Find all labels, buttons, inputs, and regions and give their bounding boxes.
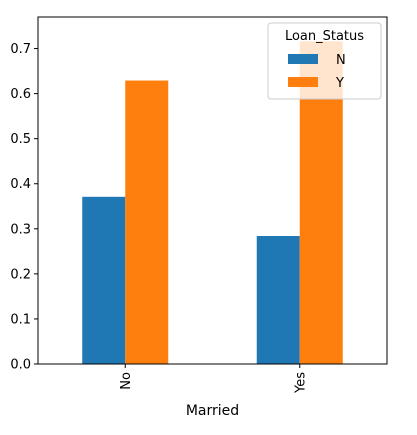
axes-frame [37, 16, 388, 365]
legend-label-N: N [336, 53, 346, 68]
x-tick-label: No [119, 372, 134, 390]
legend: Loan_Status NY [267, 22, 382, 100]
legend-swatch-Y [288, 77, 318, 87]
y-tick-label: 0.0 [10, 358, 31, 373]
bar-N-Yes [256, 236, 300, 364]
y-tick-label: 0.6 [10, 87, 31, 102]
x-axis-label: Married [186, 403, 239, 419]
x-tick-label: Yes [293, 372, 308, 394]
y-tick-label: 0.5 [10, 132, 31, 147]
y-tick-label: 0.4 [10, 177, 31, 192]
bar-Y-No [125, 80, 169, 364]
legend-swatch-N [288, 54, 318, 64]
y-tick-label: 0.1 [10, 312, 31, 327]
legend-title: Loan_Status [285, 29, 364, 44]
y-tick-label: 0.3 [10, 222, 31, 237]
y-tick-label: 0.7 [10, 42, 31, 57]
axes: 0.0 0.1 0.2 0.3 0.4 0.5 0.6 0.7 No Yes [10, 16, 388, 394]
y-tick-label: 0.2 [10, 267, 31, 282]
bar-N-No [82, 196, 126, 364]
legend-label-Y: Y [335, 76, 344, 91]
